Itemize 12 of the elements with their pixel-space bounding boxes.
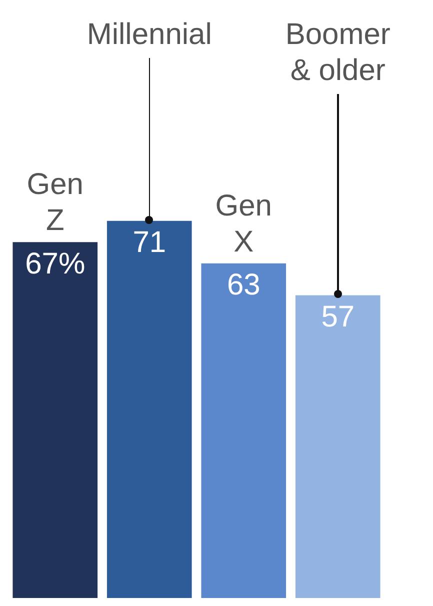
- data-label: 57: [321, 300, 355, 334]
- bar: [106, 220, 192, 598]
- data-label: 63: [226, 268, 260, 302]
- bar: [201, 263, 286, 598]
- x-tick-label: Boomer & older: [285, 18, 390, 87]
- bar: [12, 242, 98, 598]
- x-tick-label: Gen Z: [26, 168, 84, 238]
- x-tick-label: Gen X: [215, 189, 272, 258]
- data-label: 67%: [25, 247, 86, 280]
- x-tick-label: Millennial: [86, 18, 212, 51]
- data-label: 71: [132, 226, 166, 260]
- bar: [295, 295, 380, 598]
